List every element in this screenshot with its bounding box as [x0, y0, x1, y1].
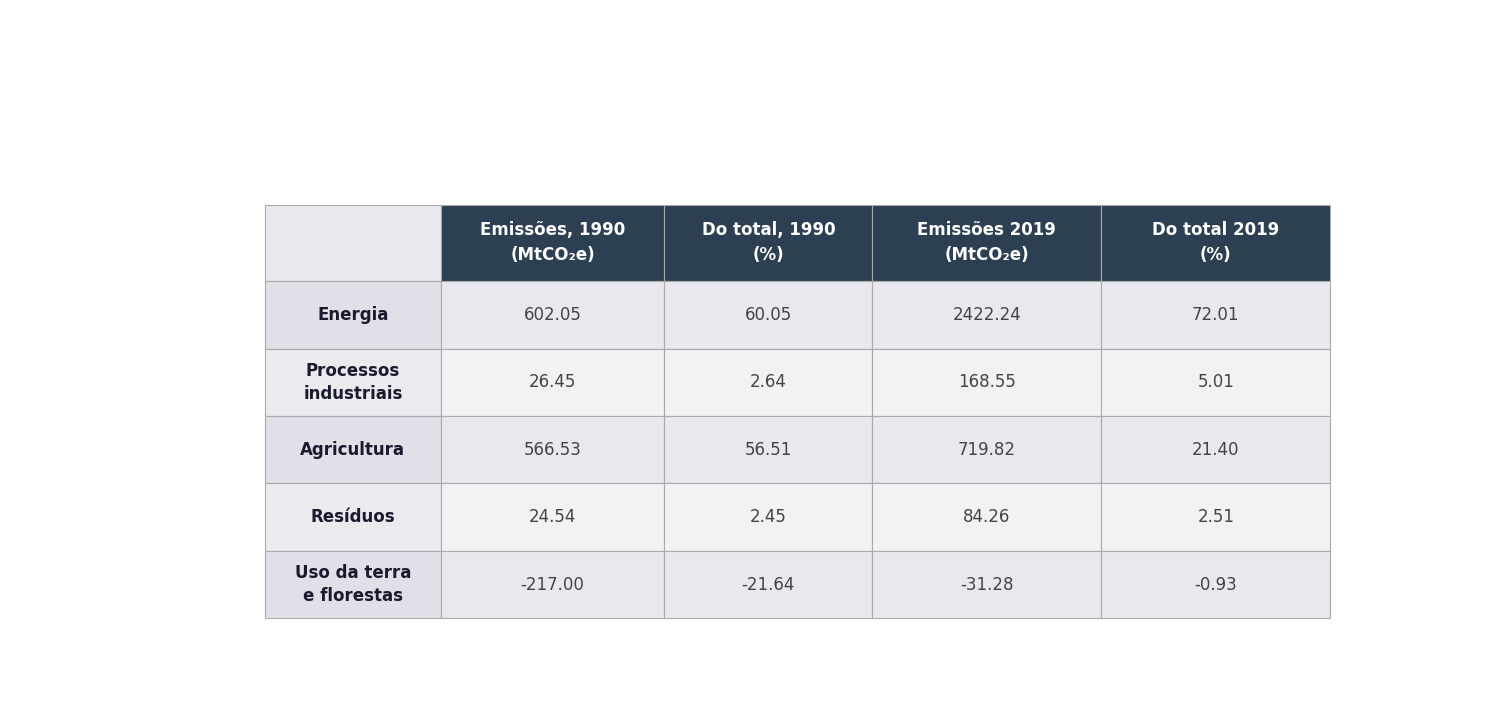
Bar [265, 281, 441, 349]
Bar [1102, 281, 1330, 349]
Text: 719.82: 719.82 [957, 440, 1015, 459]
Bar [265, 416, 441, 484]
Bar [665, 349, 872, 416]
Bar [1102, 484, 1330, 551]
Text: Processos
industriais: Processos industriais [303, 361, 403, 403]
Bar [265, 349, 441, 416]
Text: 2.51: 2.51 [1197, 508, 1235, 526]
Bar [665, 551, 872, 619]
Text: 24.54: 24.54 [529, 508, 577, 526]
Text: 5.01: 5.01 [1197, 373, 1235, 391]
Bar [1102, 349, 1330, 416]
Bar [265, 204, 441, 281]
Text: Energia: Energia [318, 306, 389, 324]
Bar [441, 416, 665, 484]
Bar [872, 204, 1102, 281]
Text: -21.64: -21.64 [741, 575, 795, 594]
Text: Uso da terra
e florestas: Uso da terra e florestas [295, 563, 412, 605]
Bar [665, 281, 872, 349]
Text: 566.53: 566.53 [523, 440, 581, 459]
Text: 72.01: 72.01 [1193, 306, 1239, 324]
Bar [441, 349, 665, 416]
Text: 2422.24: 2422.24 [953, 306, 1021, 324]
Text: 2.45: 2.45 [750, 508, 787, 526]
Text: 60.05: 60.05 [744, 306, 792, 324]
Bar [441, 484, 665, 551]
Bar [872, 416, 1102, 484]
Text: -0.93: -0.93 [1194, 575, 1238, 594]
Bar [1102, 204, 1330, 281]
Text: 26.45: 26.45 [529, 373, 577, 391]
Bar [441, 204, 665, 281]
Text: -31.28: -31.28 [960, 575, 1014, 594]
Bar [265, 551, 441, 619]
Text: 21.40: 21.40 [1193, 440, 1239, 459]
Bar [441, 281, 665, 349]
Text: Agricultura: Agricultura [300, 440, 406, 459]
Text: Resíduos: Resíduos [310, 508, 395, 526]
Text: 168.55: 168.55 [957, 373, 1015, 391]
Text: Do total, 1990
(%): Do total, 1990 (%) [702, 221, 835, 264]
Text: Do total 2019
(%): Do total 2019 (%) [1153, 221, 1279, 264]
Text: 56.51: 56.51 [744, 440, 792, 459]
Text: Emissões, 1990
(MtCO₂e): Emissões, 1990 (MtCO₂e) [480, 221, 625, 264]
Bar [665, 204, 872, 281]
Text: 2.64: 2.64 [750, 373, 787, 391]
Bar [665, 484, 872, 551]
Bar [872, 551, 1102, 619]
Bar [265, 484, 441, 551]
Bar [1102, 551, 1330, 619]
Text: Emissões 2019
(MtCO₂e): Emissões 2019 (MtCO₂e) [917, 221, 1056, 264]
Text: -217.00: -217.00 [520, 575, 584, 594]
Bar [872, 281, 1102, 349]
Text: 84.26: 84.26 [963, 508, 1011, 526]
Bar [872, 349, 1102, 416]
Text: 602.05: 602.05 [523, 306, 581, 324]
Bar [1102, 416, 1330, 484]
Bar [441, 551, 665, 619]
Bar [872, 484, 1102, 551]
Bar [665, 416, 872, 484]
